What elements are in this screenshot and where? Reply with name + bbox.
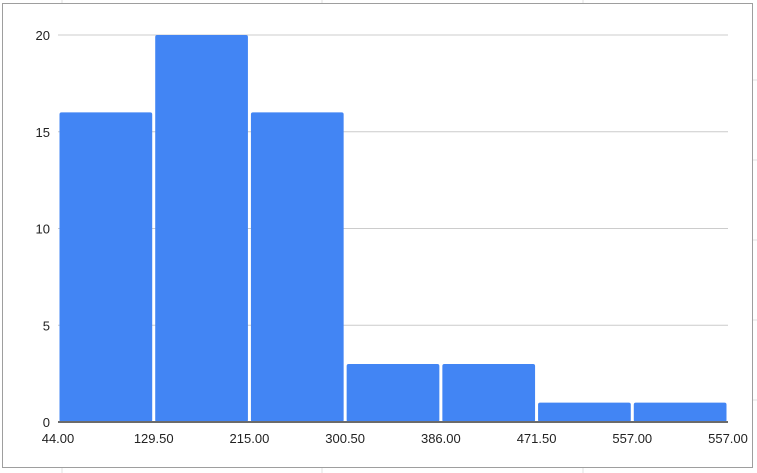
x-tick-label: 129.50 bbox=[134, 431, 174, 446]
histogram-bar bbox=[250, 112, 344, 423]
chart-frame[interactable]: 0 5 10 15 20 44.00 129.50 215.00 300.50 386.00 471… bbox=[2, 3, 753, 468]
y-tick-label: 10 bbox=[36, 222, 50, 237]
y-tick-label: 0 bbox=[43, 415, 50, 430]
x-tick-label: 215.00 bbox=[230, 431, 270, 446]
y-tick-label: 15 bbox=[36, 125, 50, 140]
histogram-chart: 0 5 10 15 20 44.00 129.50 215.00 300.50 386.00 471… bbox=[36, 28, 748, 446]
x-tick-label: 300.50 bbox=[325, 431, 365, 446]
histogram-bar bbox=[346, 363, 440, 422]
y-tick-label: 20 bbox=[36, 28, 50, 43]
histogram-bar bbox=[538, 402, 631, 422]
x-tick-label: 471.50 bbox=[517, 431, 557, 446]
histogram-bar bbox=[155, 35, 248, 422]
x-tick-label: 44.00 bbox=[42, 431, 75, 446]
y-tick-label: 5 bbox=[43, 318, 50, 333]
x-tick-label: 557.00 bbox=[612, 431, 652, 446]
histogram-bar bbox=[633, 402, 727, 422]
x-tick-label: 386.00 bbox=[421, 431, 461, 446]
histogram-bar bbox=[59, 112, 153, 423]
histogram-bar bbox=[442, 363, 536, 422]
x-tick-label: 557.00 bbox=[708, 431, 748, 446]
